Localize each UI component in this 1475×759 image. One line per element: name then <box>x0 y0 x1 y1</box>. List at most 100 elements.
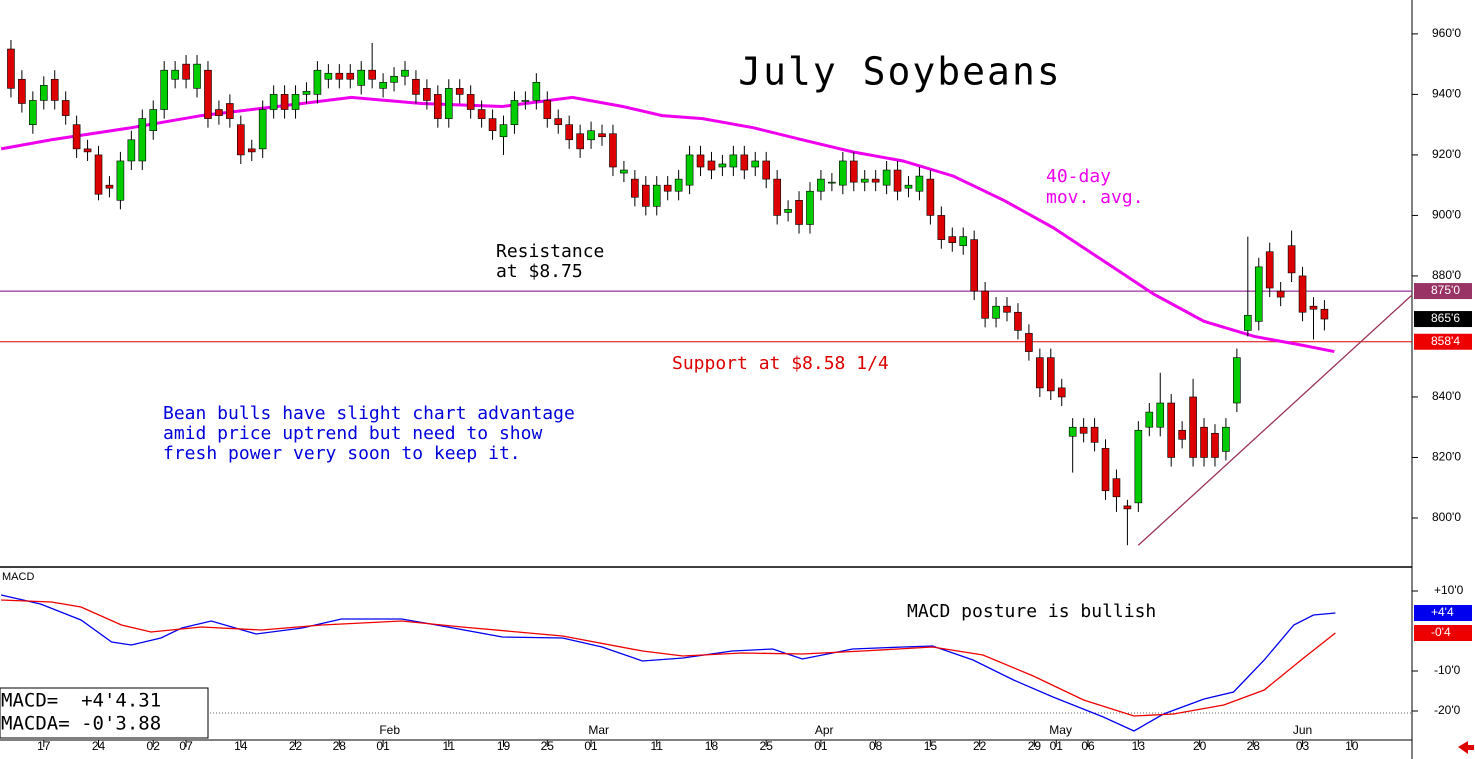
candle-body <box>302 91 311 95</box>
candle-body <box>576 133 584 150</box>
x-tick-label: 20 <box>1193 739 1207 753</box>
candle-body <box>1101 448 1110 492</box>
candle-body <box>1189 396 1197 458</box>
candle-body <box>1123 505 1132 510</box>
candle-body <box>83 148 92 153</box>
x-tick-label: 02 <box>147 739 161 753</box>
candle-body <box>652 184 661 207</box>
x-tick-label: 14 <box>234 739 248 753</box>
candle-body <box>160 69 168 110</box>
candle-body <box>959 236 968 246</box>
candle-body <box>1003 305 1011 313</box>
trendline <box>1137 294 1413 546</box>
x-tick-label: 07 <box>179 739 193 753</box>
y-tick-label: +10'0 <box>1434 583 1464 597</box>
candle-body <box>1068 426 1077 437</box>
candle-body <box>149 109 158 132</box>
candle-body <box>237 124 245 156</box>
candle-body <box>554 118 563 125</box>
candle-body <box>565 124 573 141</box>
candle-body <box>335 72 344 80</box>
candle-body <box>543 100 552 119</box>
y-tick-label: 840'0 <box>1432 389 1461 403</box>
value-tag <box>1414 605 1472 621</box>
candle-body <box>1276 290 1285 298</box>
candle-body <box>817 178 825 192</box>
candle-body <box>685 154 694 186</box>
candle-body <box>72 124 81 150</box>
y-tick-label: 820'0 <box>1432 450 1461 464</box>
candle-body <box>1244 314 1252 331</box>
candle-body <box>324 72 333 80</box>
candle-body <box>839 160 847 186</box>
price-tag <box>1414 333 1472 350</box>
y-tick-label: 920'0 <box>1432 147 1461 161</box>
x-tick-label: 28 <box>333 739 347 753</box>
candle-body <box>937 215 946 240</box>
candle-body <box>707 160 716 171</box>
candle-body <box>39 85 48 101</box>
candle-body <box>193 63 201 89</box>
candle-body <box>94 154 103 195</box>
y-tick-label: -20'0 <box>1434 703 1461 717</box>
candle-body <box>1287 245 1296 274</box>
candle-body <box>368 69 376 80</box>
readout: MACDA= -0'3.88 <box>1 713 161 735</box>
value-tag-label: +4'4 <box>1431 605 1454 619</box>
candle-body <box>313 69 322 95</box>
candle-body <box>773 178 781 216</box>
macd-annotation: MACD posture is bullish <box>907 601 1156 622</box>
candle-body <box>893 169 902 192</box>
x-tick-label: 10 <box>1345 739 1359 753</box>
candle-body <box>127 139 136 162</box>
candle-body <box>926 178 935 216</box>
candle-body <box>269 94 278 110</box>
x-tick-label: 22 <box>289 739 303 753</box>
candle-body <box>7 48 15 89</box>
candle-body <box>631 178 639 198</box>
ma-label: mov. avg. <box>1046 187 1144 208</box>
x-tick-label: 01 <box>1050 739 1064 753</box>
candle-body <box>620 169 628 174</box>
candle-body <box>182 63 190 80</box>
candle-body <box>390 75 398 83</box>
candle-body <box>466 94 475 110</box>
candle-body <box>1167 402 1175 458</box>
x-tick-label: 29 <box>1028 739 1042 753</box>
candle-body <box>1211 432 1219 458</box>
x-tick-label: 08 <box>869 739 883 753</box>
candle-body <box>915 175 924 192</box>
candle-body <box>729 154 738 168</box>
candle-body <box>981 290 989 319</box>
price-tag-label: 875'0 <box>1431 283 1460 297</box>
candle-body <box>860 178 869 183</box>
panel-label: MACD <box>2 571 34 583</box>
x-tick-label: 28 <box>1247 739 1261 753</box>
candle-body <box>828 181 836 184</box>
candle-body <box>204 69 212 119</box>
candle-body <box>663 184 672 192</box>
candle-body <box>434 94 442 119</box>
candle-body <box>751 160 760 168</box>
candle-body <box>871 178 880 183</box>
x-tick-label: 25 <box>541 739 555 753</box>
level-label: Support at $8.58 1/4 <box>672 353 889 374</box>
candle-body <box>401 69 409 77</box>
x-tick-label: 11 <box>651 739 664 753</box>
note: Bean bulls have slight chart advantage <box>163 403 575 424</box>
candle-body <box>882 169 891 186</box>
candle-body <box>444 88 453 119</box>
candle-body <box>357 69 366 86</box>
candle-body <box>291 94 300 110</box>
price-tag-label: 858'4 <box>1431 334 1460 348</box>
candle-body <box>477 109 486 119</box>
candle-body <box>423 88 431 101</box>
candle-body <box>1112 478 1121 498</box>
candle-body <box>1178 429 1186 440</box>
nav-arrow[interactable] <box>1458 741 1474 754</box>
y-tick-label: 960'0 <box>1432 26 1461 40</box>
candle-body <box>61 100 70 116</box>
candle-body <box>970 239 978 292</box>
